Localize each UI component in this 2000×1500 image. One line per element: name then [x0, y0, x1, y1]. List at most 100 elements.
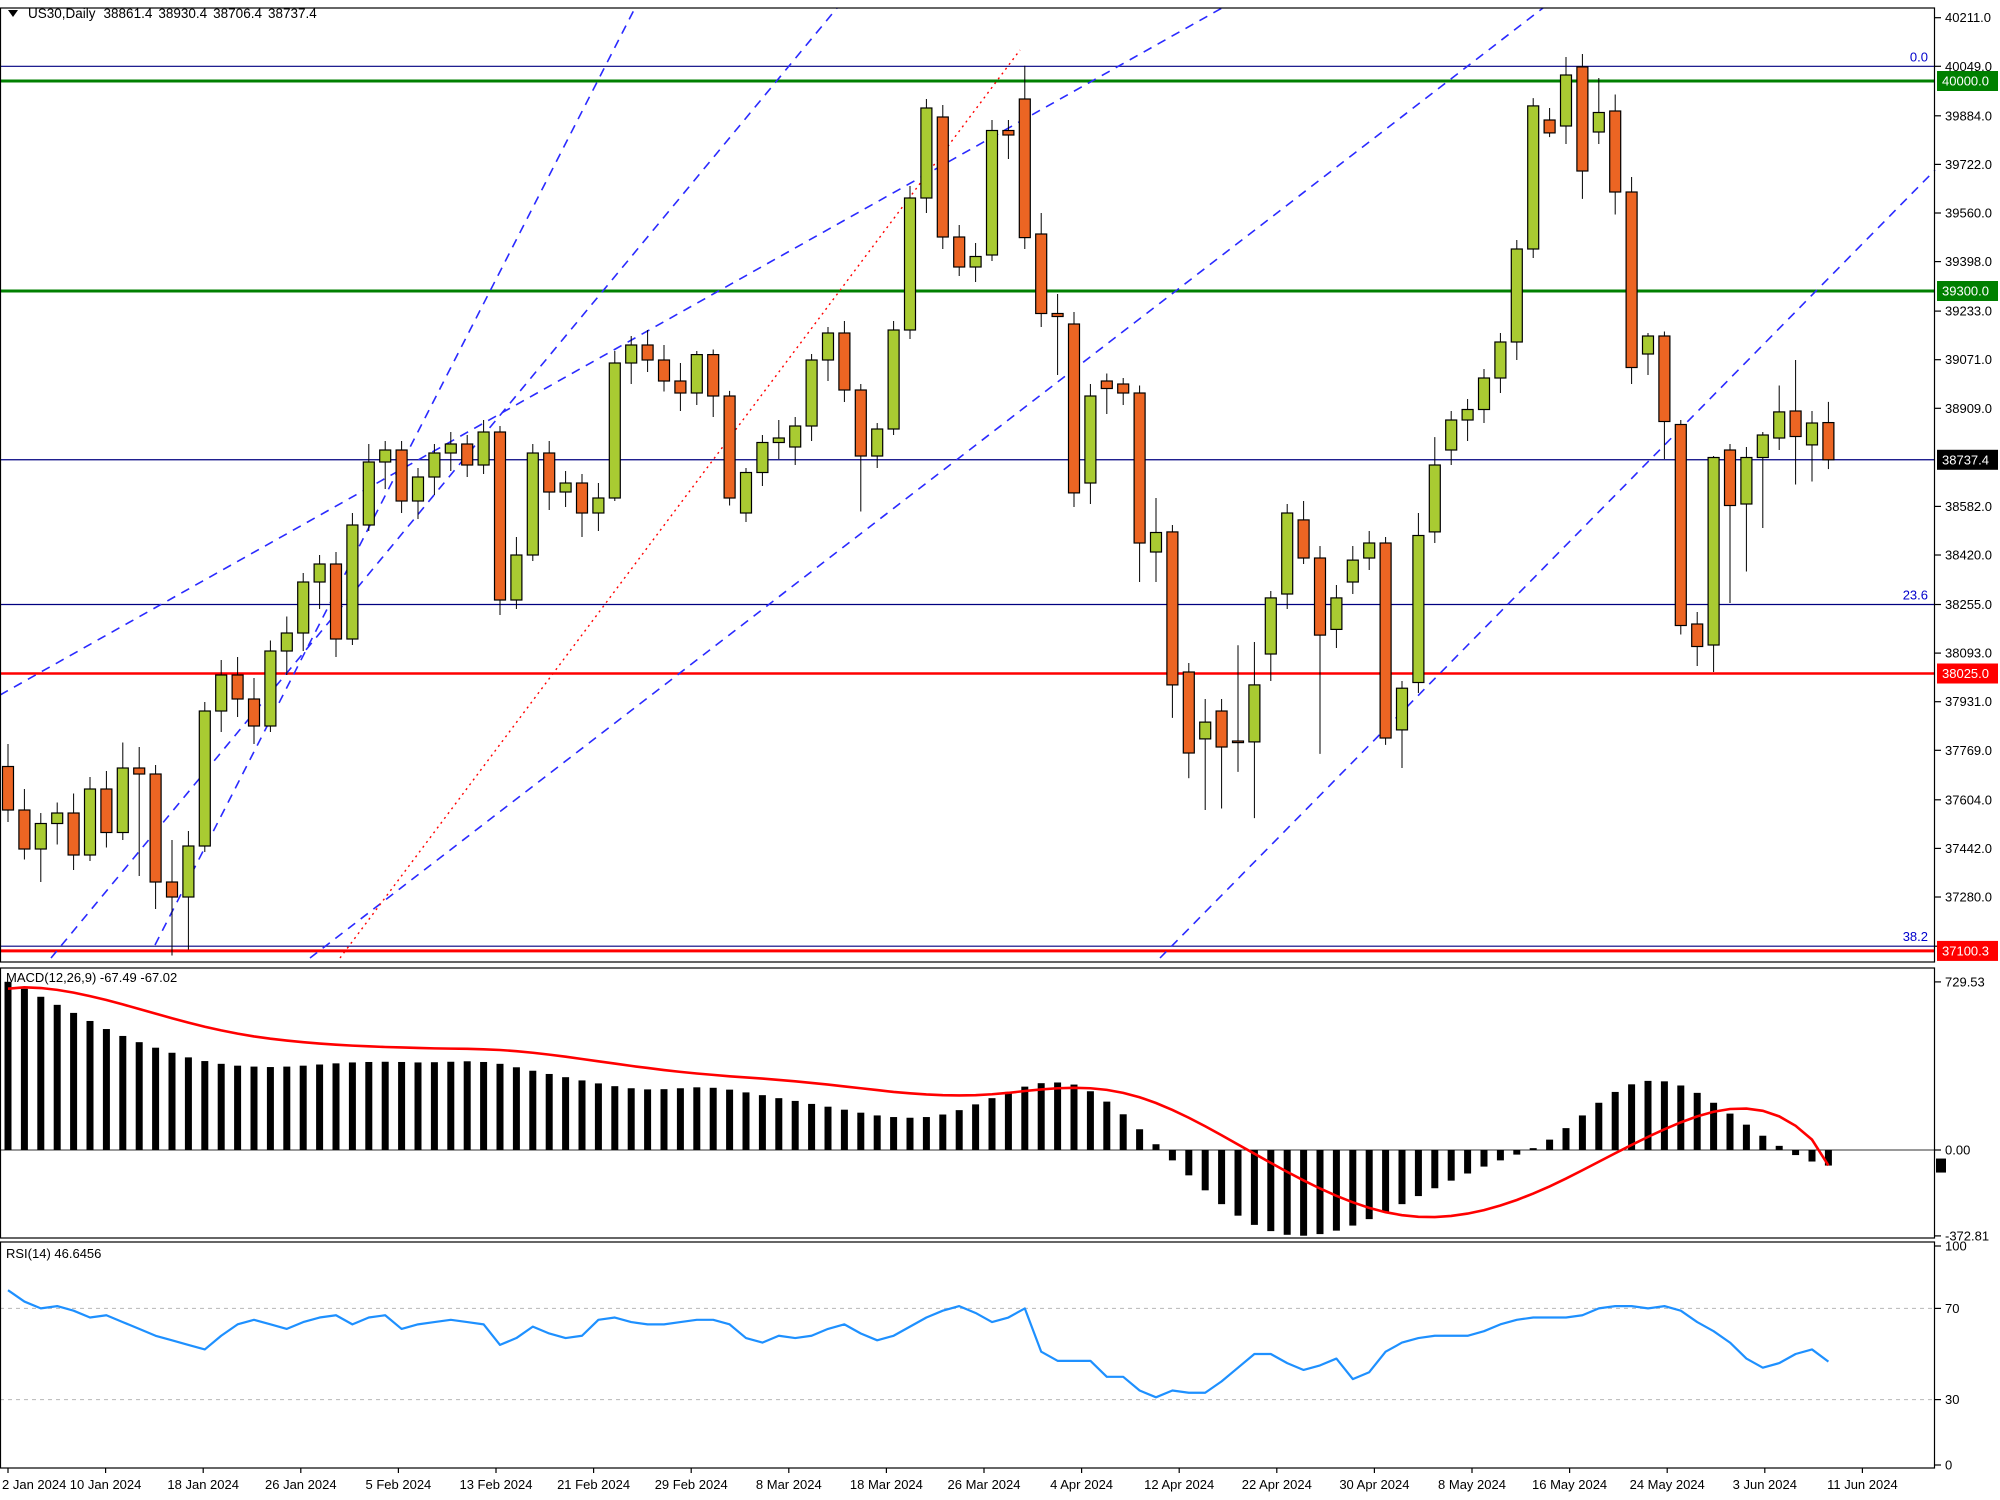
candle[interactable]: [1428, 437, 1441, 544]
symbol-dropdown-icon[interactable]: [8, 10, 18, 17]
macd-histogram-bar[interactable]: [496, 1063, 504, 1150]
candle[interactable]: [313, 555, 326, 610]
macd-histogram-bar[interactable]: [775, 1098, 783, 1150]
macd-histogram-bar[interactable]: [86, 1020, 94, 1150]
candle[interactable]: [789, 417, 802, 466]
candle[interactable]: [690, 351, 703, 406]
candle[interactable]: [182, 831, 195, 950]
candle[interactable]: [1412, 513, 1425, 694]
candle[interactable]: [165, 840, 179, 956]
macd-histogram-bar[interactable]: [972, 1104, 980, 1150]
candle[interactable]: [1149, 498, 1163, 583]
candle[interactable]: [1805, 411, 1819, 482]
macd-histogram-bar[interactable]: [1168, 1150, 1176, 1161]
candle[interactable]: [1822, 401, 1835, 470]
time-tick-label[interactable]: 18 Jan 2024: [167, 1477, 239, 1492]
blue-dashed-trendline-4[interactable]: [1159, 169, 1936, 959]
time-tick-label[interactable]: 2 Jan 2024: [2, 1477, 66, 1492]
candle[interactable]: [1576, 54, 1589, 199]
candle[interactable]: [428, 444, 441, 496]
candle[interactable]: [887, 321, 900, 436]
candle[interactable]: [1100, 373, 1113, 415]
main-panel[interactable]: 0.0 23.6 38.2: [0, 7, 1936, 959]
rsi-line[interactable]: [7, 1289, 1830, 1399]
candle[interactable]: [1510, 240, 1523, 361]
macd-histogram-bar[interactable]: [1103, 1101, 1111, 1150]
candle[interactable]: [1609, 94, 1622, 215]
candle[interactable]: [1248, 642, 1261, 819]
macd-histogram-bar[interactable]: [266, 1067, 274, 1150]
candle[interactable]: [280, 616, 293, 676]
macd-histogram-bar[interactable]: [1628, 1084, 1636, 1150]
candle[interactable]: [1264, 591, 1277, 682]
candle[interactable]: [838, 321, 851, 403]
time-tick-label[interactable]: 18 Mar 2024: [850, 1477, 923, 1492]
macd-histogram-bar[interactable]: [545, 1073, 553, 1150]
macd-histogram-bar[interactable]: [53, 1004, 61, 1150]
candle[interactable]: [1379, 537, 1392, 745]
macd-histogram-bar[interactable]: [234, 1065, 242, 1150]
candle[interactable]: [1773, 385, 1786, 451]
macd-histogram-bar[interactable]: [1546, 1139, 1554, 1150]
macd-histogram-bar[interactable]: [1447, 1150, 1455, 1181]
candle[interactable]: [1395, 681, 1409, 769]
blue-dashed-trendline-2[interactable]: [309, 7, 1544, 959]
macd-histogram-bar[interactable]: [562, 1077, 570, 1150]
macd-histogram-bar[interactable]: [644, 1089, 652, 1150]
macd-histogram-bar[interactable]: [1726, 1113, 1734, 1150]
candle[interactable]: [641, 330, 654, 373]
candle[interactable]: [1641, 333, 1655, 376]
candle[interactable]: [231, 657, 244, 718]
candle[interactable]: [395, 441, 408, 514]
macd-histogram-bar[interactable]: [119, 1035, 127, 1150]
candle[interactable]: [1018, 65, 1031, 250]
candle[interactable]: [920, 99, 933, 214]
time-tick-label[interactable]: 26 Mar 2024: [948, 1477, 1021, 1492]
macd-histogram-bar[interactable]: [1759, 1135, 1767, 1150]
candle[interactable]: [821, 327, 835, 382]
macd-histogram-bar[interactable]: [939, 1114, 947, 1150]
macd-histogram-bar[interactable]: [1611, 1091, 1619, 1150]
candle[interactable]: [1477, 369, 1491, 424]
macd-histogram-bar[interactable]: [1742, 1124, 1750, 1150]
macd-histogram-bar[interactable]: [906, 1117, 914, 1150]
macd-histogram-bar[interactable]: [791, 1100, 799, 1150]
candle[interactable]: [1559, 57, 1573, 145]
candle[interactable]: [854, 384, 867, 512]
macd-histogram-bar[interactable]: [414, 1062, 422, 1150]
candle[interactable]: [1067, 312, 1081, 508]
macd-histogram-bar[interactable]: [1037, 1083, 1045, 1150]
candle[interactable]: [444, 432, 457, 472]
candle[interactable]: [215, 660, 228, 733]
candle[interactable]: [34, 813, 47, 883]
candle[interactable]: [559, 471, 572, 508]
macd-histogram-bar[interactable]: [1824, 1150, 1832, 1166]
time-tick-label[interactable]: 5 Feb 2024: [366, 1477, 432, 1492]
macd-histogram-bar[interactable]: [1480, 1150, 1488, 1167]
macd-histogram-bar[interactable]: [37, 996, 45, 1150]
candle[interactable]: [772, 420, 785, 460]
macd-histogram-bar[interactable]: [1382, 1150, 1390, 1212]
candle[interactable]: [625, 336, 638, 385]
time-tick-label[interactable]: 3 Jun 2024: [1733, 1477, 1797, 1492]
candle[interactable]: [985, 120, 999, 262]
time-tick-label[interactable]: 10 Jan 2024: [70, 1477, 142, 1492]
time-tick-label[interactable]: 16 May 2024: [1532, 1477, 1607, 1492]
time-tick-label[interactable]: 11 Jun 2024: [1827, 1477, 1898, 1492]
macd-histogram-bar[interactable]: [709, 1087, 717, 1150]
macd-histogram-bar[interactable]: [1218, 1150, 1226, 1205]
candle[interactable]: [1182, 663, 1195, 779]
macd-histogram-bar[interactable]: [102, 1029, 110, 1150]
candle[interactable]: [297, 573, 310, 652]
macd-histogram-bar[interactable]: [1660, 1081, 1668, 1150]
candle[interactable]: [1658, 331, 1671, 460]
macd-histogram-bar[interactable]: [529, 1070, 537, 1150]
candle[interactable]: [707, 349, 720, 418]
candle[interactable]: [1166, 525, 1179, 718]
candle[interactable]: [1330, 585, 1343, 649]
candle[interactable]: [1002, 120, 1015, 160]
candle[interactable]: [1084, 384, 1097, 505]
candle[interactable]: [592, 483, 605, 532]
macd-histogram-bar[interactable]: [824, 1106, 832, 1150]
candle[interactable]: [1707, 456, 1720, 673]
